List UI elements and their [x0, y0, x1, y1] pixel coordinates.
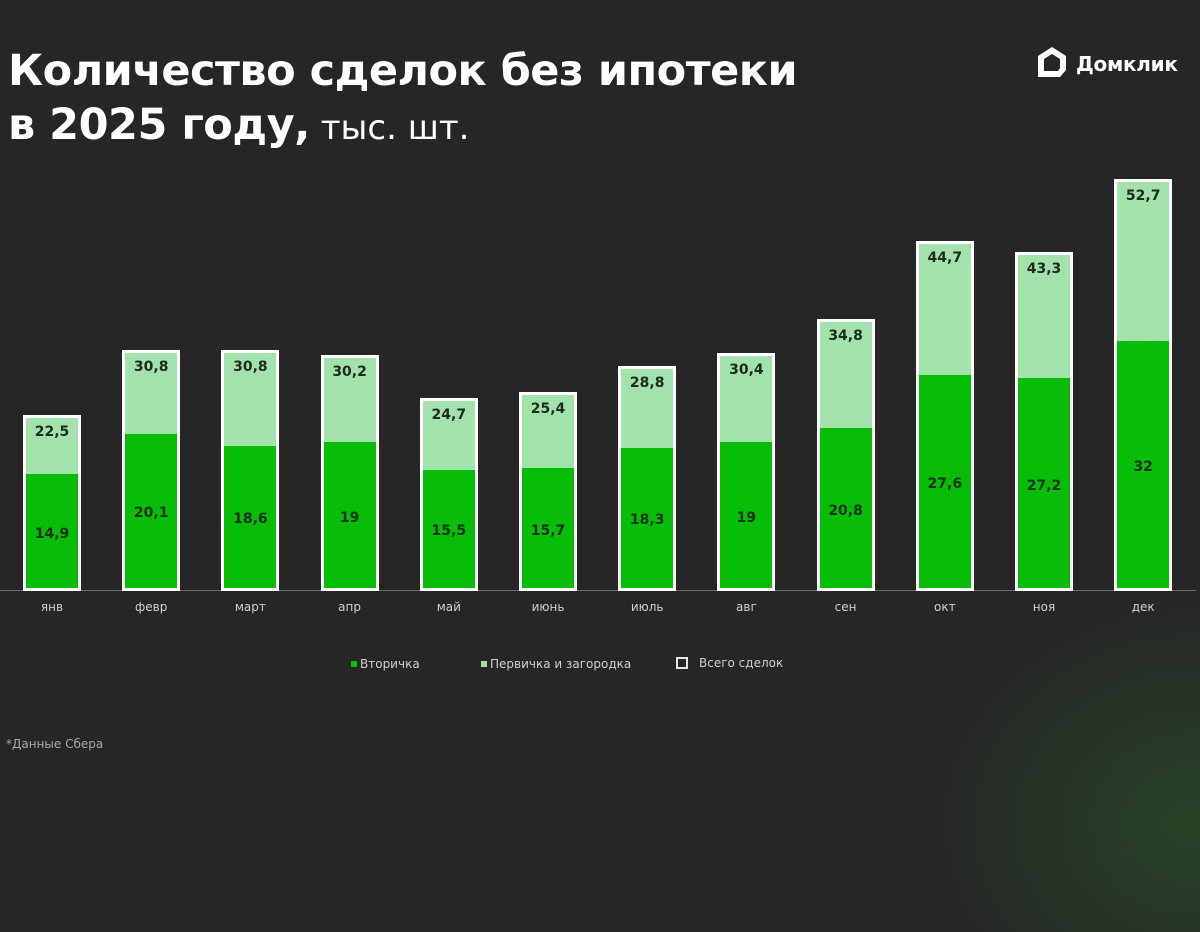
secondary-value-label: 20,1 [133, 505, 169, 522]
bar-segment-secondary [224, 445, 277, 588]
legend-swatch-primary [481, 661, 487, 667]
legend-label: Всего сделок [699, 656, 784, 670]
secondary-value-label: 18,6 [233, 511, 268, 528]
x-axis-label: сен [834, 600, 857, 614]
x-axis-label: окт [934, 600, 956, 614]
total-value-label: 30,2 [332, 363, 367, 380]
total-value-label: 25,4 [530, 401, 566, 418]
secondary-value-label: 32 [1133, 458, 1153, 475]
brand-name: Домклик [1076, 52, 1178, 76]
bar-7: 30,4 19 [717, 353, 776, 591]
stacked-bar-chart: 22,5 14,9 янв 30,8 20,1 февр 30,8 18,6 март 30,2 1… [0, 178, 1196, 614]
x-axis-label: ноя [1032, 600, 1056, 614]
secondary-value-label: 15,7 [530, 522, 566, 539]
legend-item-total: Всего сделок [676, 656, 783, 670]
bar-segment-secondary [323, 442, 376, 588]
total-value-label: 44,7 [927, 250, 963, 267]
bar-3: 30,2 19 [320, 354, 379, 591]
total-value-label: 34,8 [828, 327, 863, 344]
secondary-value-label: 27,2 [1026, 477, 1062, 494]
bar-segment-secondary [1117, 340, 1170, 588]
bar-segment-secondary [720, 442, 773, 588]
secondary-value-label: 19 [736, 509, 757, 526]
x-axis-line [0, 590, 1196, 591]
bar-5: 25,4 15,7 [519, 392, 577, 591]
secondary-value-label: 19 [339, 509, 360, 526]
legend-swatch-secondary [351, 661, 357, 667]
bar-8: 34,8 20,8 [816, 318, 875, 591]
bar-0: 22,5 14,9 [23, 415, 81, 591]
bar-segment-secondary [125, 433, 178, 588]
total-value-label: 22,5 [34, 424, 70, 441]
total-value-label: 30,4 [729, 362, 764, 379]
legend-label: Вторичка [360, 657, 420, 671]
title-unit: тыс. шт. [309, 108, 470, 148]
bar-10: 43,3 27,2 [1015, 252, 1073, 591]
legend-swatch-total [676, 657, 688, 669]
bar-4: 24,7 15,5 [419, 397, 478, 591]
bar-segment-secondary [422, 469, 475, 588]
house-logo-icon [1034, 44, 1070, 84]
secondary-value-label: 14,9 [34, 525, 70, 542]
bar-segment-secondary [26, 474, 78, 588]
secondary-value-label: 20,8 [828, 502, 863, 519]
x-axis-label: июнь [531, 600, 565, 614]
total-value-label: 43,3 [1026, 261, 1062, 278]
chart-title: Количество сделок без ипотеки в 2025 год… [8, 44, 798, 155]
x-axis-label: янв [40, 600, 64, 614]
total-value-label: 28,8 [629, 374, 665, 391]
legend-item-primary: Первичка и загородка [481, 657, 631, 671]
x-axis-label: апр [338, 600, 361, 614]
bar-segment-secondary [819, 428, 872, 588]
x-axis-label: дек [1131, 600, 1155, 614]
x-axis-label: авг [736, 600, 757, 614]
bar-11: 52,7 32 [1114, 178, 1173, 591]
secondary-value-label: 15,5 [431, 523, 467, 540]
chart-legend: Вторичка Первичка и загородка Всего сдел… [0, 656, 1200, 677]
bar-segment-secondary [1018, 378, 1070, 588]
bar-segment-secondary [522, 468, 574, 588]
title-line-1: Количество сделок без ипотеки [8, 46, 798, 96]
x-axis-label: февр [135, 600, 168, 614]
secondary-value-label: 18,3 [629, 512, 665, 529]
brand-logo: Домклик [1034, 44, 1178, 84]
bar-1: 30,8 20,1 [122, 350, 181, 591]
bar-segment-secondary [918, 375, 971, 588]
title-line-2: в 2025 году, тыс. шт. [8, 98, 797, 155]
total-value-label: 30,8 [133, 359, 169, 376]
secondary-value-label: 27,6 [927, 476, 963, 493]
bar-segment-secondary [621, 447, 674, 588]
x-axis-label: май [436, 600, 461, 614]
x-axis-label: март [234, 600, 266, 614]
title-year: в 2025 году, [8, 100, 310, 150]
total-value-label: 30,8 [233, 359, 268, 376]
legend-item-secondary: Вторичка [351, 657, 420, 671]
bar-9: 44,7 27,6 [915, 241, 974, 591]
legend-label: Первичка и загородка [490, 657, 632, 671]
bar-6: 28,8 18,3 [618, 365, 677, 591]
x-axis-label: июль [630, 600, 664, 614]
bar-2: 30,8 18,6 [221, 350, 280, 591]
source-footnote: *Данные Сбера [6, 737, 104, 751]
total-value-label: 52,7 [1125, 187, 1161, 204]
total-value-label: 24,7 [431, 406, 467, 423]
